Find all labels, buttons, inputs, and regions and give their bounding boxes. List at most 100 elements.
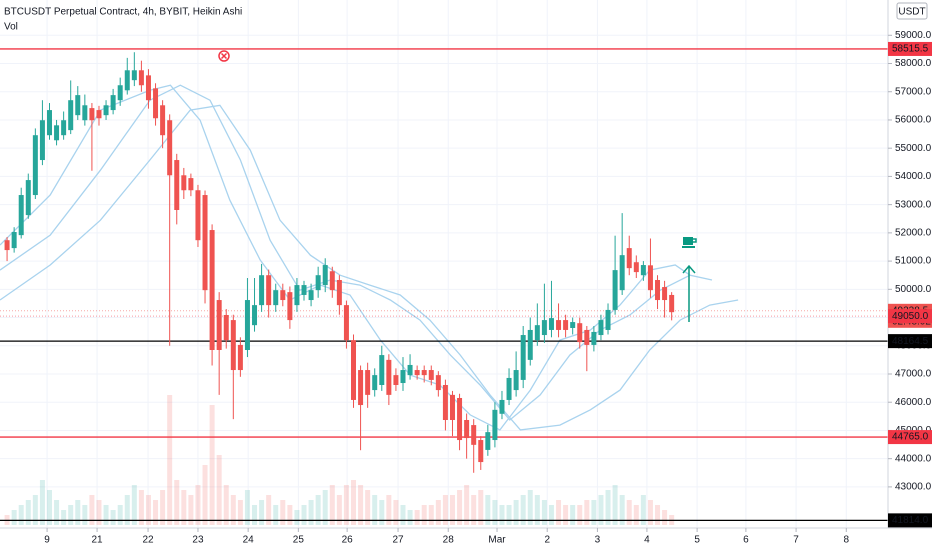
candle-body [18, 195, 24, 236]
x-tick-label: 25 [293, 535, 305, 546]
level-label: 58515.5 [892, 44, 929, 55]
candle-body [82, 105, 88, 121]
candle-body [548, 318, 554, 330]
volume-bar [541, 500, 547, 525]
candle-body [252, 305, 258, 326]
candle-body [605, 309, 611, 330]
volume-bar [365, 490, 371, 525]
level-label-box [888, 430, 932, 445]
volume-bar [527, 490, 533, 525]
ma-line [0, 104, 739, 431]
candle-body [556, 320, 562, 330]
y-tick-label: 44000.0 [895, 453, 932, 464]
cup-handle [693, 238, 697, 243]
volume-bar [280, 500, 286, 525]
candle-body [393, 375, 399, 385]
volume-bar [294, 510, 300, 525]
candle-body [280, 290, 286, 301]
candle-body [68, 100, 74, 131]
volume-bar [287, 505, 293, 525]
volume-bar [216, 455, 222, 525]
candle-body [584, 329, 590, 345]
volume-bar [181, 490, 187, 525]
volume-bar [534, 495, 540, 525]
candle-body [471, 425, 477, 445]
volume-bar [237, 500, 243, 525]
volume-bar [266, 495, 272, 525]
candle-body [365, 370, 371, 395]
cup-saucer [682, 246, 695, 248]
candle-body [244, 300, 250, 350]
volume-bar [329, 485, 335, 525]
candle-body [499, 399, 505, 414]
volume-bar [563, 505, 569, 525]
volume-bar [89, 495, 95, 525]
volume-bar [252, 505, 258, 525]
candle-body [89, 108, 95, 121]
candle-body [640, 265, 646, 276]
x-tick-label: 2 [544, 535, 550, 546]
y-tick-label: 54000.0 [895, 171, 932, 182]
candle-body [541, 320, 547, 336]
candle-body [351, 340, 357, 400]
volume-bar [442, 495, 448, 525]
volume-bar [82, 505, 88, 525]
volume-bar [223, 485, 229, 525]
candle-body [32, 135, 38, 196]
y-tick-label: 51000.0 [895, 256, 932, 267]
volume-bar [322, 490, 328, 525]
x-tick-label: 24 [243, 535, 255, 546]
candle-body [308, 290, 314, 301]
x-tick-label: 5 [694, 535, 700, 546]
volume-bar [167, 395, 173, 525]
cup-icon[interactable] [682, 237, 697, 248]
volume-bar [662, 510, 668, 525]
volume-bar [556, 500, 562, 525]
volume-bar [117, 505, 123, 525]
volume-bar [96, 500, 102, 525]
candle-body [414, 370, 420, 376]
candle-body [138, 70, 144, 86]
candle-body [117, 85, 123, 101]
price-label: 49050.0 [892, 311, 929, 322]
volume-bar [343, 485, 349, 525]
candle-body [230, 320, 236, 371]
y-tick-label: 52000.0 [895, 228, 932, 239]
volume-bar [464, 485, 470, 525]
volume-bar [308, 500, 314, 525]
candle-body [485, 432, 491, 450]
candle-body [372, 375, 378, 391]
volume-bar [598, 495, 604, 525]
x-tick-label: 4 [644, 535, 650, 546]
y-tick-label: 55000.0 [895, 143, 932, 154]
currency-box[interactable] [896, 2, 928, 20]
axes: 59000.0 58000.0 57000.0 56000.0 55000.0 54000… [44, 30, 932, 546]
candle-body [315, 275, 321, 291]
candle-body [110, 95, 116, 111]
volume-bar [138, 490, 144, 525]
x-tick-label: 6 [743, 535, 749, 546]
candle-body [259, 275, 265, 306]
volume-bar [605, 490, 611, 525]
candle-body [513, 370, 519, 391]
y-tick-label: 58000.0 [895, 58, 932, 69]
level-label: 48164.5 [892, 336, 929, 347]
currency[interactable]: USDT [898, 7, 925, 18]
candle-body [46, 110, 52, 136]
volume-bar [259, 500, 265, 525]
x-tick-label: 3 [595, 535, 601, 546]
candle-body [131, 70, 137, 81]
candle-body [39, 120, 45, 161]
volume-bar [75, 500, 81, 525]
y-tick-label: 43000.0 [895, 482, 932, 493]
candle-body [153, 88, 159, 119]
candle-body [343, 305, 349, 341]
volume-bar [160, 490, 166, 525]
candle-body [174, 160, 180, 210]
x-tick-label: 21 [92, 535, 104, 546]
candle-body [619, 255, 625, 291]
volume-bar [520, 495, 526, 525]
volume-bar [131, 485, 137, 525]
candle-body [407, 364, 413, 376]
candle-body [209, 230, 215, 350]
